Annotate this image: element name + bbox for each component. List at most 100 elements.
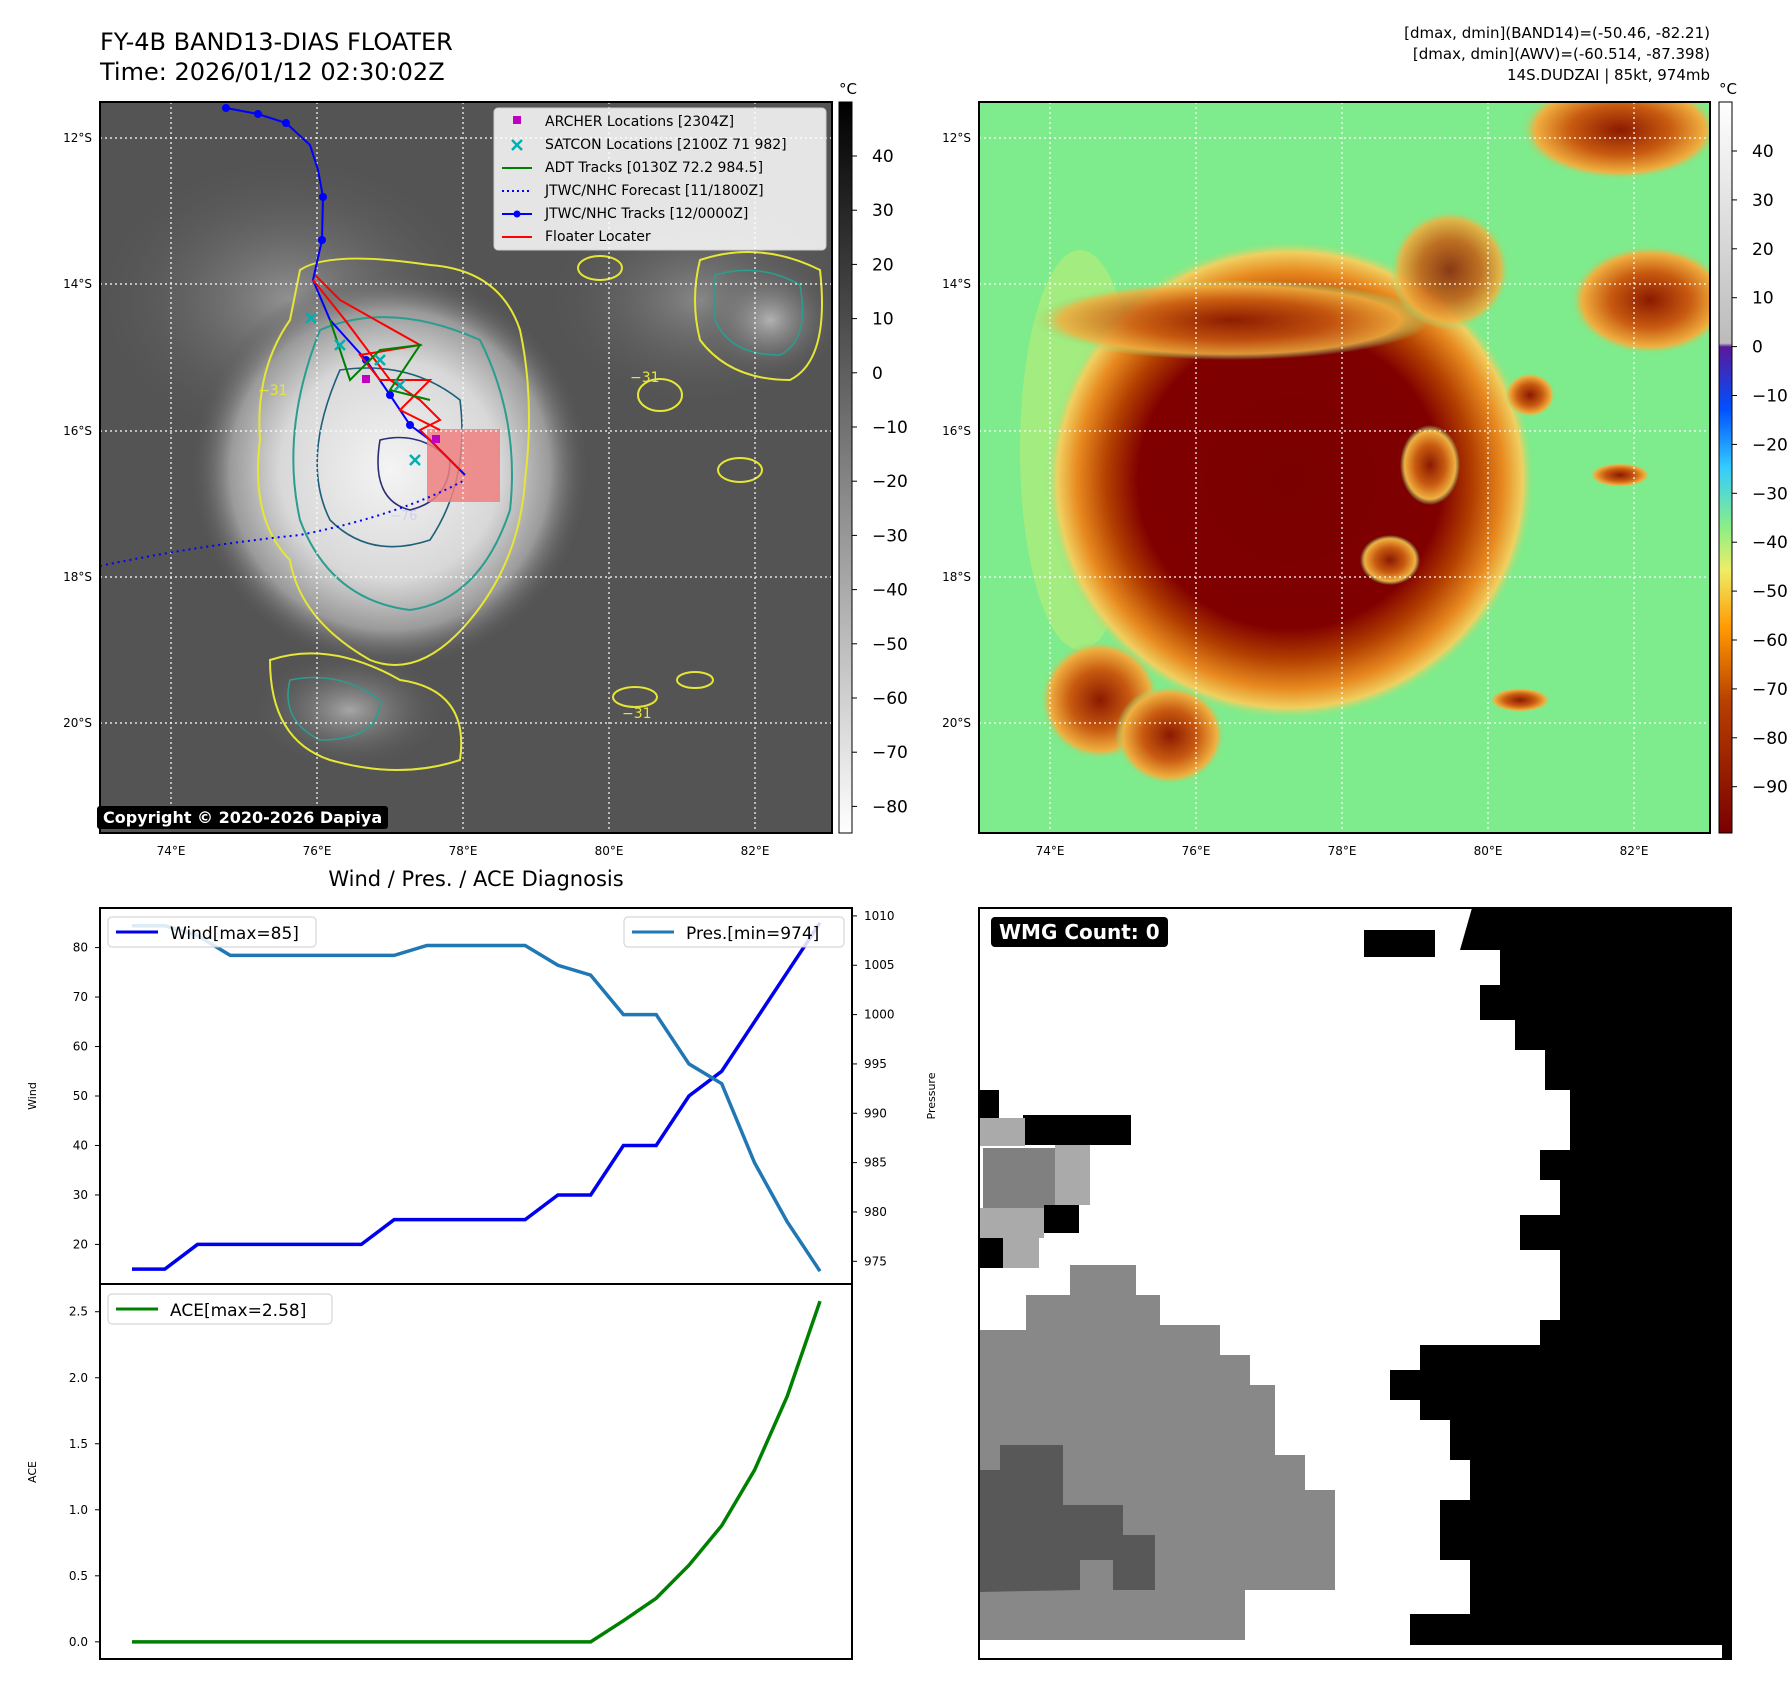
pres-legend-label: Pres.[min=974] <box>686 924 819 944</box>
copyright-badge: Copyright © 2020-2026 Dapiya <box>97 806 389 829</box>
lat-tick-label: 20°S <box>942 716 971 730</box>
y-tick-label: 40 <box>73 1138 88 1152</box>
y-tick-label: 0.5 <box>69 1569 88 1583</box>
colorbar-tick-label: −60 <box>872 689 908 709</box>
ace-plot-frame <box>99 1283 853 1660</box>
lon-tick-label: 80°E <box>595 844 624 858</box>
legend-archer-marker <box>513 116 521 124</box>
jtwc-track-points <box>222 104 414 429</box>
contour-label: −31 <box>630 370 660 386</box>
ace-legend-label: ACE[max=2.58] <box>170 1301 306 1321</box>
pres-legend: Pres.[min=974] <box>623 916 845 948</box>
lat-tick-label: 18°S <box>942 570 971 584</box>
colorbar-tick-label: 20 <box>872 255 894 275</box>
map-legend: ARCHER Locations [2304Z] SATCON Location… <box>493 107 827 251</box>
colorbar-tick-label: −20 <box>1752 435 1788 455</box>
right-colorbar-ticks: 40 30 20 10 0 −10 −20 −30 −40 −50 −60 −70 −80 −90 <box>1732 142 1788 798</box>
right-map-frame <box>978 101 1711 834</box>
contour-label: −31 <box>622 706 652 722</box>
info-band14: [dmax, dmin](BAND14)=(-50.46, -82.21) <box>1404 24 1710 42</box>
jtwc-best-track <box>225 107 466 476</box>
archer-markers <box>362 375 440 443</box>
y-tick-label: 2.5 <box>69 1305 88 1319</box>
wmg-frame <box>978 907 1732 1660</box>
wind-pres-plot: 20 30 40 50 60 70 80 975 980 985 990 995 1000 1005 101… <box>73 909 895 1273</box>
contour-yellow <box>257 257 530 666</box>
lon-tick-label: 74°E <box>157 844 186 858</box>
colorbar-tick-label: −60 <box>1752 631 1788 651</box>
colorbar-tick-label: −50 <box>872 635 908 655</box>
y-tick-label: 30 <box>73 1188 88 1202</box>
wind-axis-label: Wind <box>26 1082 39 1110</box>
y2-tick-label: 1005 <box>864 958 895 972</box>
left-map-frame <box>99 101 833 834</box>
ace-legend: ACE[max=2.58] <box>107 1293 333 1325</box>
y2-tick-label: 1000 <box>864 1008 895 1022</box>
lat-tick-label: 12°S <box>63 131 92 145</box>
legend-adt-label: ADT Tracks [0130Z 72.2 984.5] <box>545 160 763 176</box>
colorbar-tick-label: 20 <box>1752 240 1774 260</box>
left-colorbar <box>838 101 853 834</box>
map-tick-labels: 74°E 76°E 78°E 80°E 82°E 12°S 14°S 16°S 18°S 20°S… <box>63 131 1648 858</box>
info-storm: 14S.DUDZAI | 85kt, 974mb <box>1507 66 1710 84</box>
lat-tick-label: 14°S <box>63 277 92 291</box>
figure-title: FY-4B BAND13-DIAS FLOATER <box>100 28 453 56</box>
lat-tick-label: 12°S <box>942 131 971 145</box>
y2-tick-label: 975 <box>864 1254 887 1268</box>
colorbar-tick-label: −40 <box>1752 533 1788 553</box>
pressure-series-line <box>132 924 822 1273</box>
y-tick-label: 50 <box>73 1089 88 1103</box>
y-tick-label: 20 <box>73 1237 88 1251</box>
cyclone-cloud-mass <box>190 270 590 670</box>
y-tick-label: 0.0 <box>69 1635 88 1649</box>
lon-tick-label: 80°E <box>1474 844 1503 858</box>
colorbar-tick-label: 10 <box>872 310 894 330</box>
colorbar-tick-label: −90 <box>1752 778 1788 798</box>
ace-series-line <box>132 1300 822 1644</box>
adt-track <box>329 319 431 401</box>
ace-plot: 0.0 0.5 1.0 1.5 2.0 2.5 <box>69 1300 822 1649</box>
colorbar-tick-label: −10 <box>872 418 908 438</box>
floater-locater-track <box>312 279 461 471</box>
satcon-markers <box>305 312 421 466</box>
colorbar-tick-label: −80 <box>1752 729 1788 749</box>
wind-pres-plot-frame <box>99 907 853 1285</box>
colorbar-tick-label: 10 <box>1752 289 1774 309</box>
contour-label: −31 <box>258 383 288 399</box>
contour-teal <box>292 316 513 612</box>
right-satellite-map <box>979 102 1710 833</box>
diagnosis-title: Wind / Pres. / ACE Diagnosis <box>328 867 623 891</box>
y-tick-label: 70 <box>73 990 88 1004</box>
y-tick-label: 2.0 <box>69 1371 88 1385</box>
contour-label: −76 <box>390 509 417 524</box>
lon-tick-label: 78°E <box>1328 844 1357 858</box>
pressure-axis-label: Pressure <box>925 1072 938 1119</box>
colorbar-tick-label: 0 <box>1752 338 1763 358</box>
jtwc-forecast-track <box>100 479 466 567</box>
y-tick-label: 60 <box>73 1040 88 1054</box>
wmg-panel <box>979 908 1731 1659</box>
wmg-count-badge: WMG Count: 0 <box>991 917 1168 947</box>
info-awv: [dmax, dmin](AWV)=(-60.514, -87.398) <box>1413 45 1710 63</box>
lon-tick-label: 78°E <box>449 844 478 858</box>
legend-satcon-marker <box>511 139 523 151</box>
cyclone-cold-core <box>1045 240 1535 720</box>
lat-tick-label: 14°S <box>942 277 971 291</box>
ace-axis-label: ACE <box>26 1461 39 1483</box>
legend-floater-label: Floater Locater <box>545 229 651 245</box>
colorbar-tick-label: −30 <box>872 526 908 546</box>
wind-series-line <box>132 921 822 1271</box>
legend-archer-label: ARCHER Locations [2304Z] <box>545 114 734 130</box>
lon-tick-label: 76°E <box>1182 844 1211 858</box>
wind-legend: Wind[max=85] <box>107 916 317 948</box>
lat-tick-label: 20°S <box>63 716 92 730</box>
y2-tick-label: 985 <box>864 1156 887 1170</box>
colorbar-tick-label: −70 <box>872 743 908 763</box>
colorbar-tick-label: −10 <box>1752 387 1788 407</box>
lon-tick-label: 82°E <box>741 844 770 858</box>
colorbar-tick-label: −80 <box>872 797 908 817</box>
lon-tick-label: 76°E <box>303 844 332 858</box>
legend-forecast-label: JTWC/NHC Forecast [11/1800Z] <box>544 183 764 199</box>
colorbar-tick-label: 40 <box>872 147 894 167</box>
y2-tick-label: 995 <box>864 1057 887 1071</box>
